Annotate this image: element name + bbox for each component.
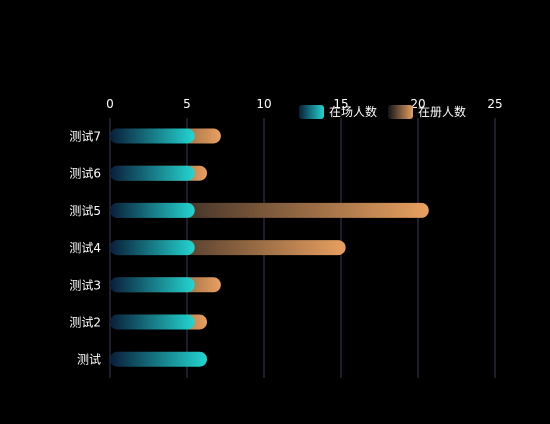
legend[interactable]: 在场人数 在册人数 [299, 104, 466, 119]
category-label: 测试3 [69, 277, 101, 292]
bar-present[interactable] [110, 351, 208, 367]
x-tick-label: 10 [256, 97, 271, 111]
bar-present[interactable] [110, 128, 195, 144]
legend-label[interactable]: 在册人数 [418, 104, 466, 119]
x-tick-label: 25 [487, 97, 502, 111]
bar-present[interactable] [110, 165, 195, 181]
category-label: 测试4 [69, 240, 101, 255]
x-tick-label: 15 [333, 97, 348, 111]
category-label: 测试2 [69, 315, 101, 330]
category-label: 测试6 [69, 166, 101, 181]
bar-present[interactable] [110, 314, 195, 330]
bar-present[interactable] [110, 202, 195, 218]
category-label: 测试7 [69, 129, 101, 144]
bar-present[interactable] [110, 240, 195, 256]
category-label: 测试 [77, 352, 101, 367]
legend-swatch[interactable] [299, 105, 324, 119]
legend-label[interactable]: 在场人数 [329, 104, 377, 119]
x-tick-label: 5 [183, 97, 191, 111]
y-axis-categories: 测试7 测试6 测试5 测试4 测试3 测试2 测试 [69, 129, 101, 367]
bars [110, 128, 429, 367]
x-axis-ticks: 0 5 10 15 20 25 [106, 97, 502, 111]
legend-swatch[interactable] [388, 105, 413, 119]
x-tick-label: 0 [106, 97, 114, 111]
bar-present[interactable] [110, 277, 195, 293]
x-tick-label: 20 [410, 97, 425, 111]
category-label: 测试5 [69, 203, 101, 218]
